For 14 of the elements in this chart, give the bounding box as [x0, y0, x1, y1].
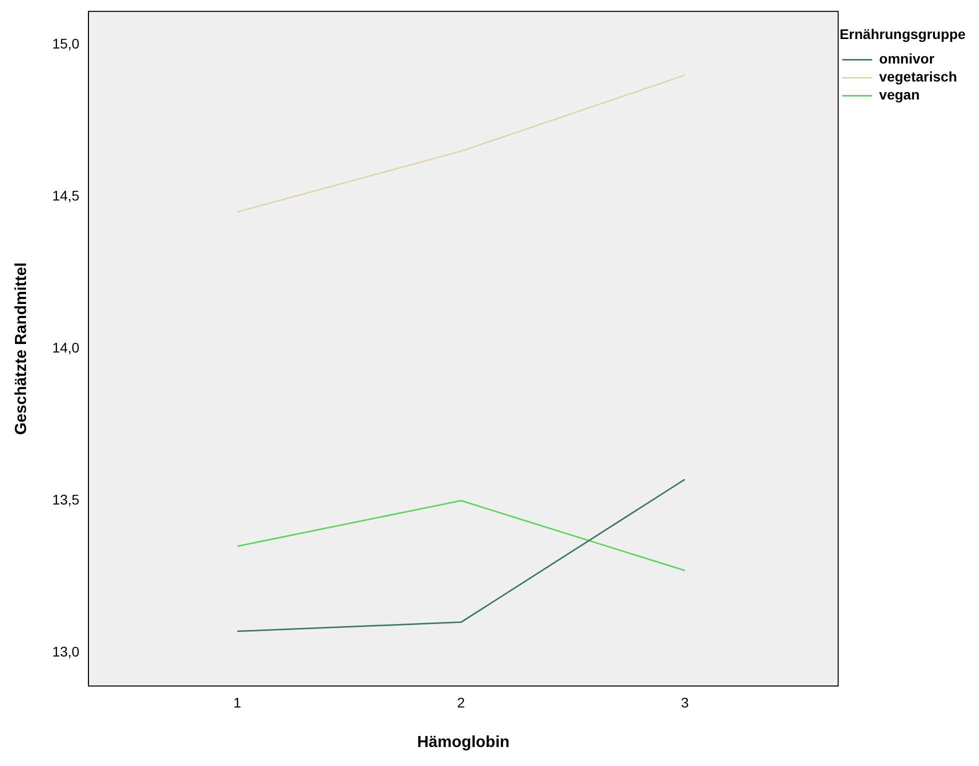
- y-tick-label: 13,5: [52, 491, 80, 508]
- legend-label: vegetarisch: [879, 68, 958, 85]
- legend-label: omnivor: [879, 50, 935, 67]
- x-tick-label: 1: [233, 694, 242, 710]
- x-axis-title: Hämoglobin: [417, 734, 510, 751]
- legend-title: Ernährungsgruppe: [840, 26, 966, 42]
- x-tick-label: 2: [457, 694, 466, 710]
- y-tick-label: 13,0: [52, 643, 80, 660]
- legend-label: vegan: [879, 86, 920, 103]
- y-tick-label: 14,0: [52, 340, 80, 356]
- y-tick-label: 15,0: [52, 36, 80, 52]
- y-tick-label: 14,5: [52, 188, 80, 204]
- x-tick-label: 3: [680, 694, 689, 710]
- y-axis-title: Geschätzte Randmittel: [13, 262, 30, 435]
